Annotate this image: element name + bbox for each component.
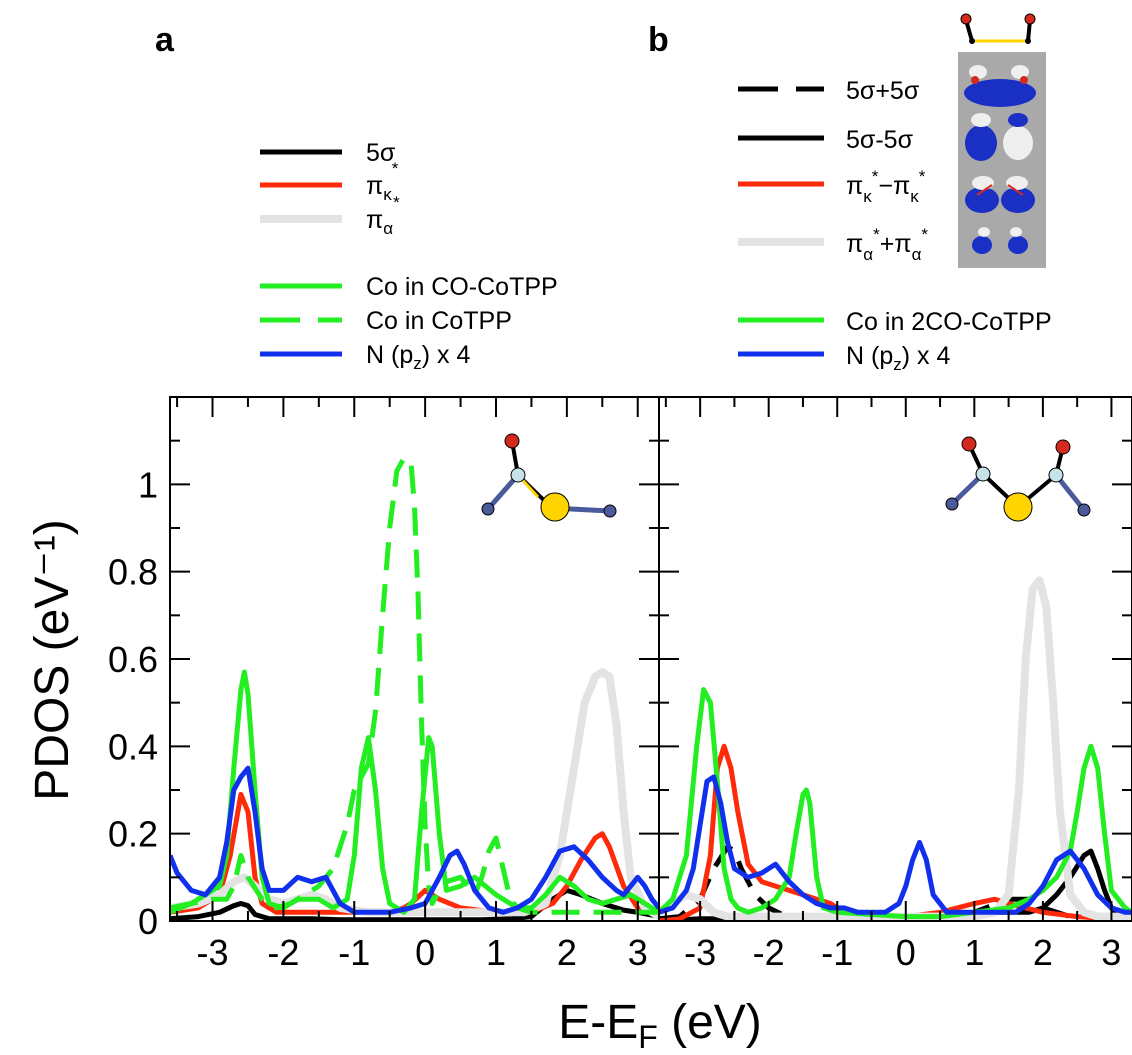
- orbital-isosurface-icon: [958, 13, 1046, 268]
- y-axis-label: PDOS (eV⁻¹): [26, 519, 79, 800]
- x-tick-label: -3: [197, 932, 229, 973]
- legend-panel-b: 5σ+5σ 5σ-5σ πκ*−πκ* πα*+πα* Co in 2CO-CoTPP N…: [738, 77, 1052, 374]
- co-cotpp-molecule-icon: [481, 433, 617, 522]
- y-tick-label: 1: [138, 464, 158, 505]
- legend-entry-a: Co in CO-CoTPP: [366, 273, 558, 301]
- panel-label-b: b: [648, 21, 669, 59]
- legend-entry-b: 5σ-5σ: [846, 126, 914, 154]
- y-tick-label: 0.4: [108, 726, 158, 767]
- legend-entry-a: πκ*: [366, 159, 399, 204]
- legend-entry-b: N (pz) x 4: [846, 342, 950, 374]
- plot-panel-b: -3 -2 -1 0 1 2 3: [658, 396, 1132, 973]
- 2co-cotpp-molecule-icon: [945, 436, 1091, 522]
- legend-entry-b: πα*+πα*: [846, 225, 928, 264]
- series-line-b-5: [659, 774, 1132, 915]
- x-tick-label: 1: [486, 932, 506, 973]
- plot-panel-a: -3 -2 -1 0 1 2 3 0 0.2 0.4 0.6 0.8 1: [108, 396, 660, 973]
- x-tick-label: 0: [415, 932, 435, 973]
- x-tick-label: -1: [821, 932, 853, 973]
- series-line-a-2: [170, 668, 659, 921]
- x-tick-label: -1: [338, 932, 370, 973]
- x-tick-label: 3: [628, 932, 648, 973]
- x-tick-label: 2: [557, 932, 577, 973]
- y-tick-label: 0.6: [108, 639, 158, 680]
- y-tick-label: 0.2: [108, 814, 158, 855]
- x-tick-label: 1: [964, 932, 984, 973]
- series-line-a-3: [170, 669, 659, 915]
- legend-entry-b: 5σ+5σ: [846, 77, 920, 105]
- x-tick-label: -2: [753, 932, 785, 973]
- x-tick-label: -2: [267, 932, 299, 973]
- legend-entry-a: 5σ: [366, 139, 396, 167]
- x-tick-label: -3: [684, 932, 716, 973]
- legend-entry-a: πα*: [366, 193, 400, 238]
- y-tick-label: 0: [138, 901, 158, 942]
- x-tick-label: 0: [896, 932, 916, 973]
- legend-entry-b: Co in 2CO-CoTPP: [846, 308, 1052, 336]
- legend-entry-b: πκ*−πκ*: [846, 167, 926, 206]
- x-axis-label: E-EF (eV): [558, 996, 762, 1055]
- y-tick-label: 0.8: [108, 552, 158, 593]
- panel-label-a: a: [155, 21, 175, 59]
- series-line-a-4: [170, 455, 659, 915]
- x-tick-label: 3: [1101, 932, 1121, 973]
- legend-entry-a: Co in CoTPP: [366, 307, 512, 335]
- x-tick-label: 2: [1033, 932, 1053, 973]
- legend-entry-a: N (pz) x 4: [366, 341, 470, 373]
